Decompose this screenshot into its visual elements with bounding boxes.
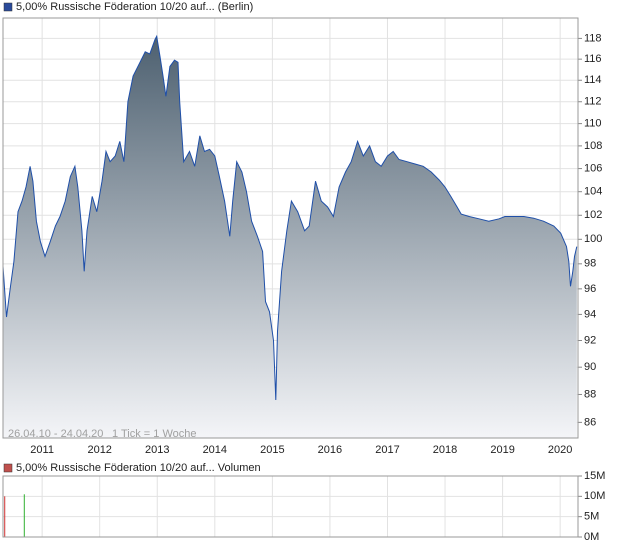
y-tick-label: 98 xyxy=(584,258,596,270)
y-tick-label: 86 xyxy=(584,416,596,428)
y-tick-label: 5M xyxy=(584,511,599,523)
x-tick-label: 2011 xyxy=(30,444,54,456)
y-tick-label: 116 xyxy=(584,53,602,65)
plot-border xyxy=(2,17,579,439)
legend-label: 5,00% Russische Föderation 10/20 auf... … xyxy=(16,462,261,474)
y-tick-label: 10M xyxy=(584,490,605,502)
y-tick-label: 94 xyxy=(584,308,596,320)
y-tick-label: 114 xyxy=(584,74,602,86)
legend-swatch xyxy=(3,2,13,12)
price-line xyxy=(2,34,578,401)
area-fill xyxy=(3,36,577,439)
y-tick-label: 104 xyxy=(584,186,602,198)
volume-bar xyxy=(23,494,25,537)
y-tick-label: 102 xyxy=(584,209,602,221)
y-tick-label: 112 xyxy=(584,96,602,108)
y-tick-label: 118 xyxy=(584,32,602,44)
y-tick-label: 92 xyxy=(584,334,596,346)
x-tick-label: 2017 xyxy=(375,444,399,456)
x-tick-label: 2016 xyxy=(318,444,342,456)
x-tick-label: 2012 xyxy=(87,444,111,456)
tick-note: 1 Tick = 1 Woche xyxy=(112,428,196,440)
plot-area xyxy=(3,476,578,537)
legend-label: 5,00% Russische Föderation 10/20 auf... … xyxy=(16,1,253,13)
legend-swatch xyxy=(3,463,13,473)
y-tick-label: 15M xyxy=(584,470,605,482)
x-tick-label: 2020 xyxy=(548,444,572,456)
y-tick-label: 110 xyxy=(584,118,602,130)
x-tick-label: 2015 xyxy=(260,444,284,456)
y-tick-label: 100 xyxy=(584,233,602,245)
x-tick-label: 2019 xyxy=(490,444,514,456)
y-tick-label: 108 xyxy=(584,140,602,152)
y-tick-label: 90 xyxy=(584,361,596,373)
y-tick-label: 88 xyxy=(584,388,596,400)
y-tick-label: 0M xyxy=(584,531,599,543)
x-tick-label: 2013 xyxy=(145,444,169,456)
plot-border xyxy=(2,475,579,538)
x-tick-label: 2018 xyxy=(433,444,457,456)
y-tick-label: 106 xyxy=(584,162,602,174)
y-tick-label: 96 xyxy=(584,283,596,295)
volume-bar xyxy=(4,496,6,537)
x-tick-label: 2014 xyxy=(203,444,227,456)
range-note: 26.04.10 - 24.04.20 xyxy=(8,428,103,440)
